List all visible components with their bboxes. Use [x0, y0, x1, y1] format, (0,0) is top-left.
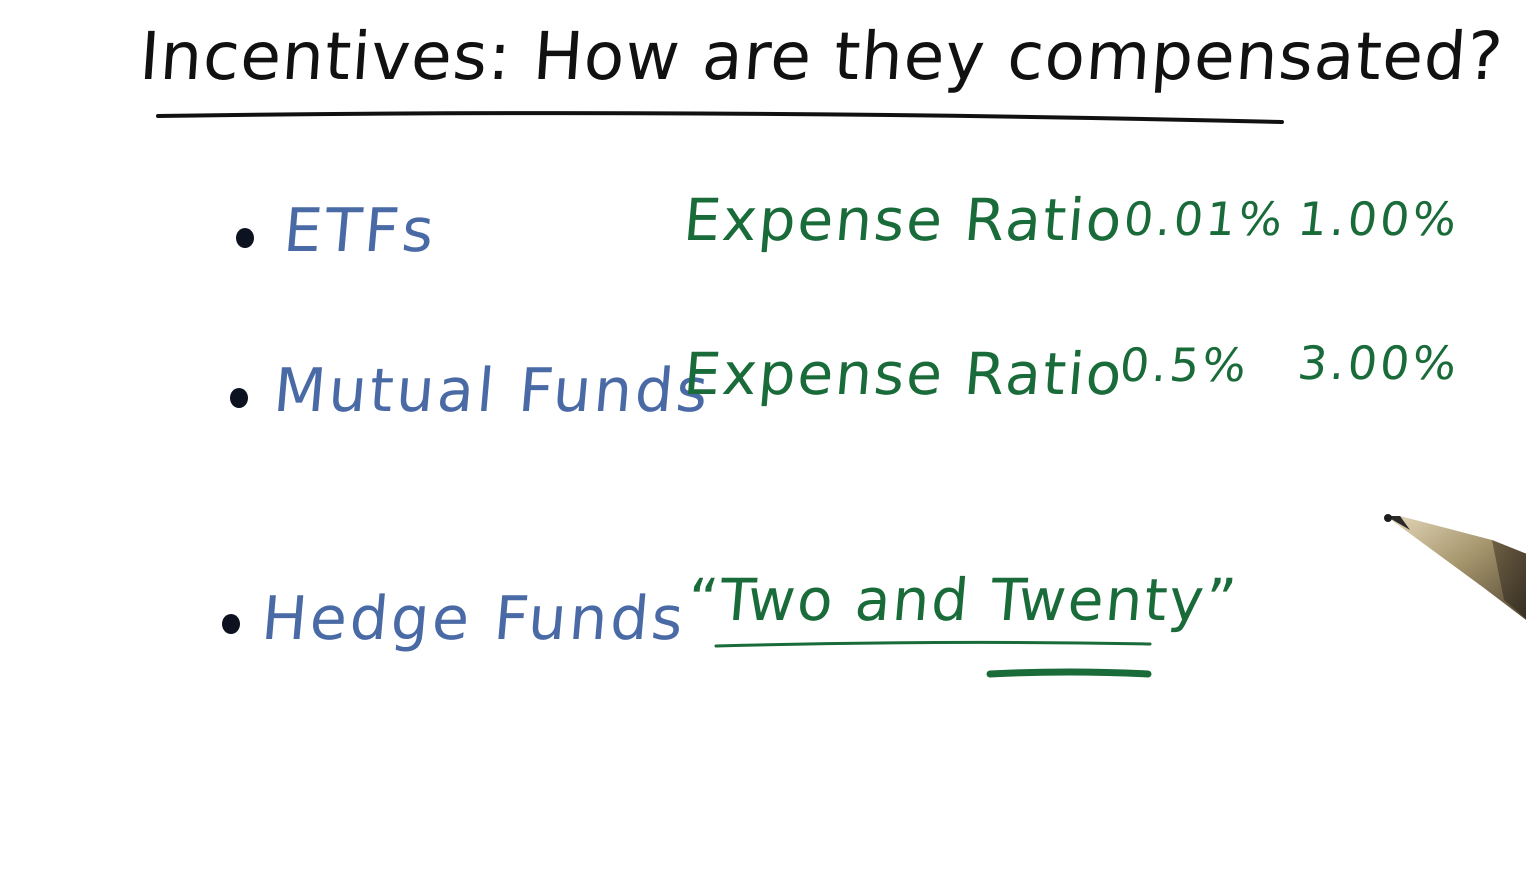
fund-name: ETFs — [280, 196, 440, 266]
fee-metric: Expense Ratio — [681, 186, 1127, 254]
twenty-emphasis-underline — [986, 668, 1152, 678]
bullet-icon — [236, 228, 254, 248]
fee-high: 1.00% — [1295, 192, 1462, 246]
page-title: Incentives: How are they compensated? — [137, 18, 1506, 95]
fee-high: 3.00% — [1295, 336, 1462, 390]
bullet-icon — [230, 388, 248, 408]
fee-low: 0.01% — [1121, 192, 1288, 246]
fee-low: 0.5% — [1117, 338, 1252, 392]
two-and-twenty-underline — [714, 640, 1152, 648]
fund-name: Hedge Funds — [258, 584, 689, 654]
fee-metric: Expense Ratio — [681, 340, 1127, 408]
title-underline — [156, 111, 1284, 124]
pen-icon — [1384, 514, 1526, 620]
fund-name: Mutual Funds — [270, 356, 714, 426]
bullet-icon — [222, 614, 240, 634]
fee-structure: “Two and Twenty” — [685, 566, 1241, 634]
